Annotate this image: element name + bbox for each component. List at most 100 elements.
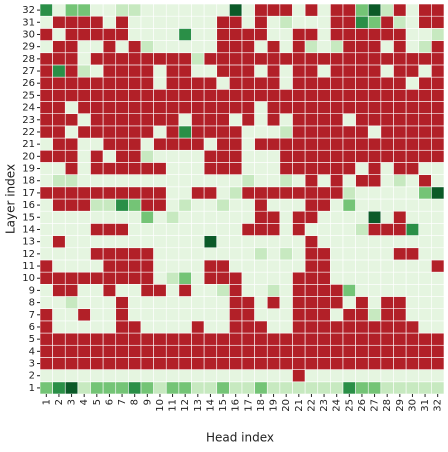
heatmap-cell bbox=[203, 89, 218, 102]
heatmap-cell bbox=[229, 76, 243, 90]
heatmap-cell bbox=[140, 247, 154, 261]
heatmap-cell bbox=[367, 15, 382, 29]
heatmap-cell bbox=[330, 40, 344, 54]
heatmap-cell bbox=[393, 296, 407, 309]
heatmap-cell bbox=[102, 113, 117, 127]
heatmap-cell bbox=[418, 271, 432, 285]
heatmap-cell bbox=[90, 320, 104, 334]
heatmap-cell bbox=[128, 64, 142, 78]
heatmap-cell bbox=[342, 308, 356, 322]
heatmap-cell bbox=[153, 15, 167, 29]
heatmap-cell bbox=[266, 174, 281, 188]
heatmap-cell bbox=[140, 125, 154, 139]
heatmap-cell bbox=[330, 259, 344, 273]
heatmap-cell bbox=[140, 52, 154, 66]
heatmap-cell bbox=[330, 89, 344, 102]
heatmap-cell bbox=[355, 369, 369, 383]
x-tick-label: 15 bbox=[218, 399, 229, 412]
heatmap-cell bbox=[342, 3, 356, 17]
heatmap-cell bbox=[418, 149, 432, 163]
heatmap-cell bbox=[64, 89, 79, 102]
heatmap-cell bbox=[330, 210, 344, 224]
y-tick-label: 6 bbox=[29, 322, 35, 333]
heatmap-cell bbox=[203, 223, 218, 236]
heatmap-cell bbox=[418, 198, 432, 212]
heatmap-cell bbox=[153, 332, 167, 346]
heatmap-cell bbox=[140, 296, 154, 309]
heatmap-cell bbox=[128, 149, 142, 163]
heatmap-cell bbox=[39, 64, 53, 78]
heatmap-cell bbox=[266, 149, 281, 163]
heatmap-cell bbox=[317, 235, 331, 249]
heatmap-cell bbox=[241, 3, 255, 17]
heatmap-cell bbox=[393, 89, 407, 102]
heatmap-cell bbox=[165, 357, 180, 370]
y-tick-label: 21 bbox=[22, 139, 35, 150]
heatmap-cell bbox=[292, 271, 306, 285]
heatmap-cell bbox=[380, 89, 394, 102]
heatmap-cell bbox=[317, 28, 331, 41]
heatmap-cell bbox=[317, 137, 331, 151]
heatmap-cell bbox=[115, 149, 129, 163]
heatmap-cell bbox=[367, 162, 382, 175]
heatmap-cell bbox=[178, 101, 192, 114]
heatmap-cell bbox=[266, 271, 281, 285]
heatmap-cell bbox=[165, 198, 180, 212]
heatmap-cell bbox=[418, 101, 432, 114]
heatmap-cell bbox=[52, 149, 66, 163]
heatmap-cell bbox=[102, 162, 117, 175]
heatmap-cell bbox=[52, 296, 66, 309]
heatmap-cell bbox=[241, 125, 255, 139]
heatmap-cell bbox=[52, 28, 66, 41]
heatmap-cell bbox=[367, 369, 382, 383]
heatmap-cell bbox=[128, 308, 142, 322]
heatmap-cell bbox=[292, 357, 306, 370]
heatmap-cell bbox=[266, 223, 281, 236]
heatmap-cell bbox=[254, 40, 268, 54]
heatmap-cell bbox=[191, 149, 205, 163]
heatmap-cell bbox=[39, 357, 53, 370]
heatmap-cell bbox=[39, 235, 53, 249]
heatmap-cell bbox=[128, 125, 142, 139]
heatmap-cell bbox=[191, 284, 205, 297]
heatmap-cell bbox=[292, 381, 306, 395]
heatmap-cell bbox=[418, 235, 432, 249]
heatmap-cell bbox=[52, 223, 66, 236]
heatmap-cell bbox=[102, 137, 117, 151]
heatmap-cell bbox=[254, 3, 268, 17]
heatmap-cell bbox=[140, 40, 154, 54]
heatmap-cell bbox=[115, 332, 129, 346]
heatmap-cell bbox=[64, 64, 79, 78]
heatmap-cell bbox=[178, 3, 192, 17]
heatmap-cell bbox=[330, 174, 344, 188]
heatmap-cell bbox=[216, 64, 230, 78]
heatmap-cell bbox=[342, 40, 356, 54]
y-tick-label: 27 bbox=[22, 66, 35, 77]
heatmap-cell bbox=[380, 149, 394, 163]
heatmap-cell bbox=[77, 210, 91, 224]
heatmap-cell bbox=[203, 149, 218, 163]
heatmap-cell bbox=[128, 52, 142, 66]
heatmap-cell bbox=[90, 174, 104, 188]
heatmap-cell bbox=[140, 381, 154, 395]
heatmap-cell bbox=[128, 89, 142, 102]
heatmap-cell bbox=[165, 332, 180, 346]
heatmap-cell bbox=[52, 3, 66, 17]
heatmap-cell bbox=[241, 64, 255, 78]
heatmap-cell bbox=[203, 186, 218, 200]
heatmap-cell bbox=[102, 357, 117, 370]
heatmap-cell bbox=[380, 284, 394, 297]
heatmap-cell bbox=[367, 113, 382, 127]
heatmap-cell bbox=[254, 137, 268, 151]
heatmap-cell bbox=[191, 308, 205, 322]
heatmap-cell bbox=[178, 296, 192, 309]
heatmap-cell bbox=[380, 332, 394, 346]
heatmap-cell bbox=[229, 149, 243, 163]
heatmap-cell bbox=[140, 223, 154, 236]
heatmap-cell bbox=[64, 3, 79, 17]
heatmap-cell bbox=[317, 76, 331, 90]
heatmap-cell bbox=[254, 174, 268, 188]
heatmap-cell bbox=[77, 308, 91, 322]
heatmap-cell bbox=[52, 210, 66, 224]
heatmap-cell bbox=[39, 15, 53, 29]
